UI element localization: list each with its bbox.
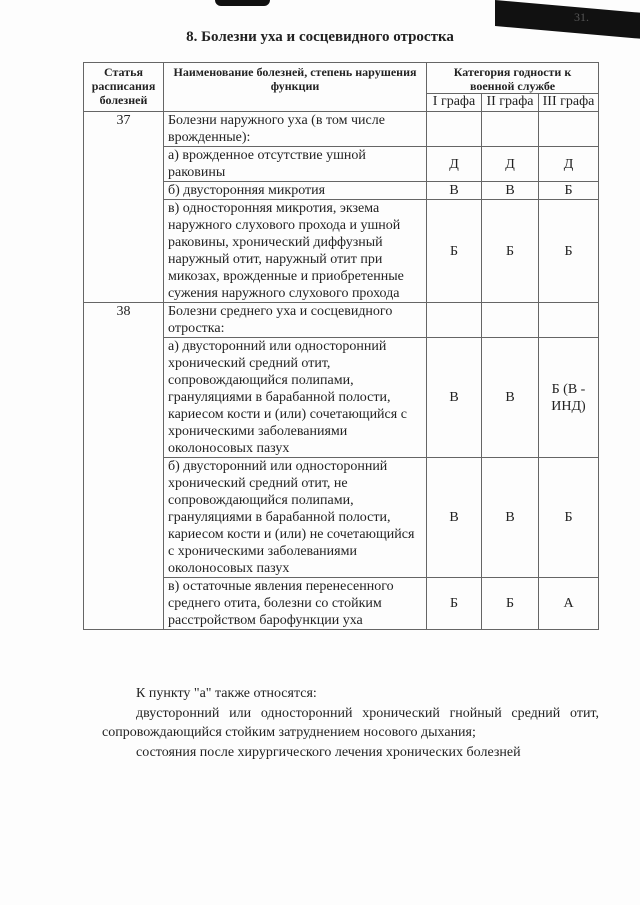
- category-g3: [538, 111, 599, 147]
- paragraph: состояния после хирургического лечения х…: [136, 745, 521, 760]
- category-g2: Б: [481, 577, 539, 630]
- category-g2: Б: [481, 199, 539, 303]
- category-g1: Б: [426, 199, 482, 303]
- header-col3: III графа: [538, 93, 599, 112]
- table-row: 37 Болезни наружного уха (в том числе вро…: [83, 111, 599, 303]
- header-name: Наименование болезней, степень нарушения…: [163, 62, 427, 112]
- disease-description: в) односторонняя микротия, экзема наружн…: [163, 199, 427, 303]
- disease-description: а) врожденное отсутствие ушной раковины: [163, 146, 427, 182]
- category-g3: Д: [538, 146, 599, 182]
- table-row: а) врожденное отсутствие ушной раковины Д…: [84, 146, 599, 182]
- paragraph: К пункту "а" также относятся:: [136, 686, 317, 701]
- category-g1: В: [426, 181, 482, 200]
- category-g3: Б: [538, 457, 599, 578]
- table-row: 38 Болезни среднего уха и сосцевидного от…: [83, 302, 599, 630]
- disease-description: б) двусторонняя микротия: [163, 181, 427, 200]
- disease-description: Болезни наружного уха (в том числе врожд…: [163, 111, 427, 147]
- category-g1: Б: [426, 577, 482, 630]
- category-g2: В: [481, 337, 539, 458]
- disease-description: б) двусторонний или односторонний хронич…: [163, 457, 427, 578]
- category-g1: [426, 302, 482, 338]
- category-g3: А: [538, 577, 599, 630]
- category-g3: Б: [538, 181, 599, 200]
- article-number: 38: [83, 302, 164, 630]
- category-g2: В: [481, 181, 539, 200]
- article-number: 37: [83, 111, 164, 303]
- disease-description: Болезни среднего уха и сосцевидного отро…: [163, 302, 427, 338]
- scan-artifact: [215, 0, 270, 6]
- section-title: 8. Болезни уха и сосцевидного отростка: [186, 29, 454, 45]
- category-g1: [426, 111, 482, 147]
- category-g3: Б (В - ИНД): [538, 337, 599, 458]
- category-g1: В: [426, 337, 482, 458]
- category-g3: [538, 302, 599, 338]
- header-col1: I графа: [426, 93, 482, 112]
- table-row: в) односторонняя микротия, экзема наружн…: [84, 199, 599, 303]
- category-g3: Б: [538, 199, 599, 303]
- disease-description: в) остаточные явления перенесенного сред…: [163, 577, 427, 630]
- disease-description: а) двусторонний или односторонний хронич…: [163, 337, 427, 458]
- header-col2: II графа: [481, 93, 539, 112]
- disease-table: Статья расписания болезней Наименование …: [83, 62, 599, 630]
- category-g1: В: [426, 457, 482, 578]
- category-g2: В: [481, 457, 539, 578]
- page-number: 31.: [574, 10, 589, 24]
- header-category: Категория годности к военной службе: [426, 62, 599, 94]
- table-row: б) двусторонняя микротия В В Б: [84, 181, 599, 200]
- category-g2: Д: [481, 146, 539, 182]
- paragraph: двусторонний или односторонний хроническ…: [102, 706, 599, 740]
- category-g2: [481, 302, 539, 338]
- category-g1: Д: [426, 146, 482, 182]
- table-row: в) остаточные явления перенесенного сред…: [84, 577, 599, 630]
- category-g2: [481, 111, 539, 147]
- table-row: а) двусторонний или односторонний хронич…: [84, 337, 599, 458]
- header-article: Статья расписания болезней: [83, 62, 164, 112]
